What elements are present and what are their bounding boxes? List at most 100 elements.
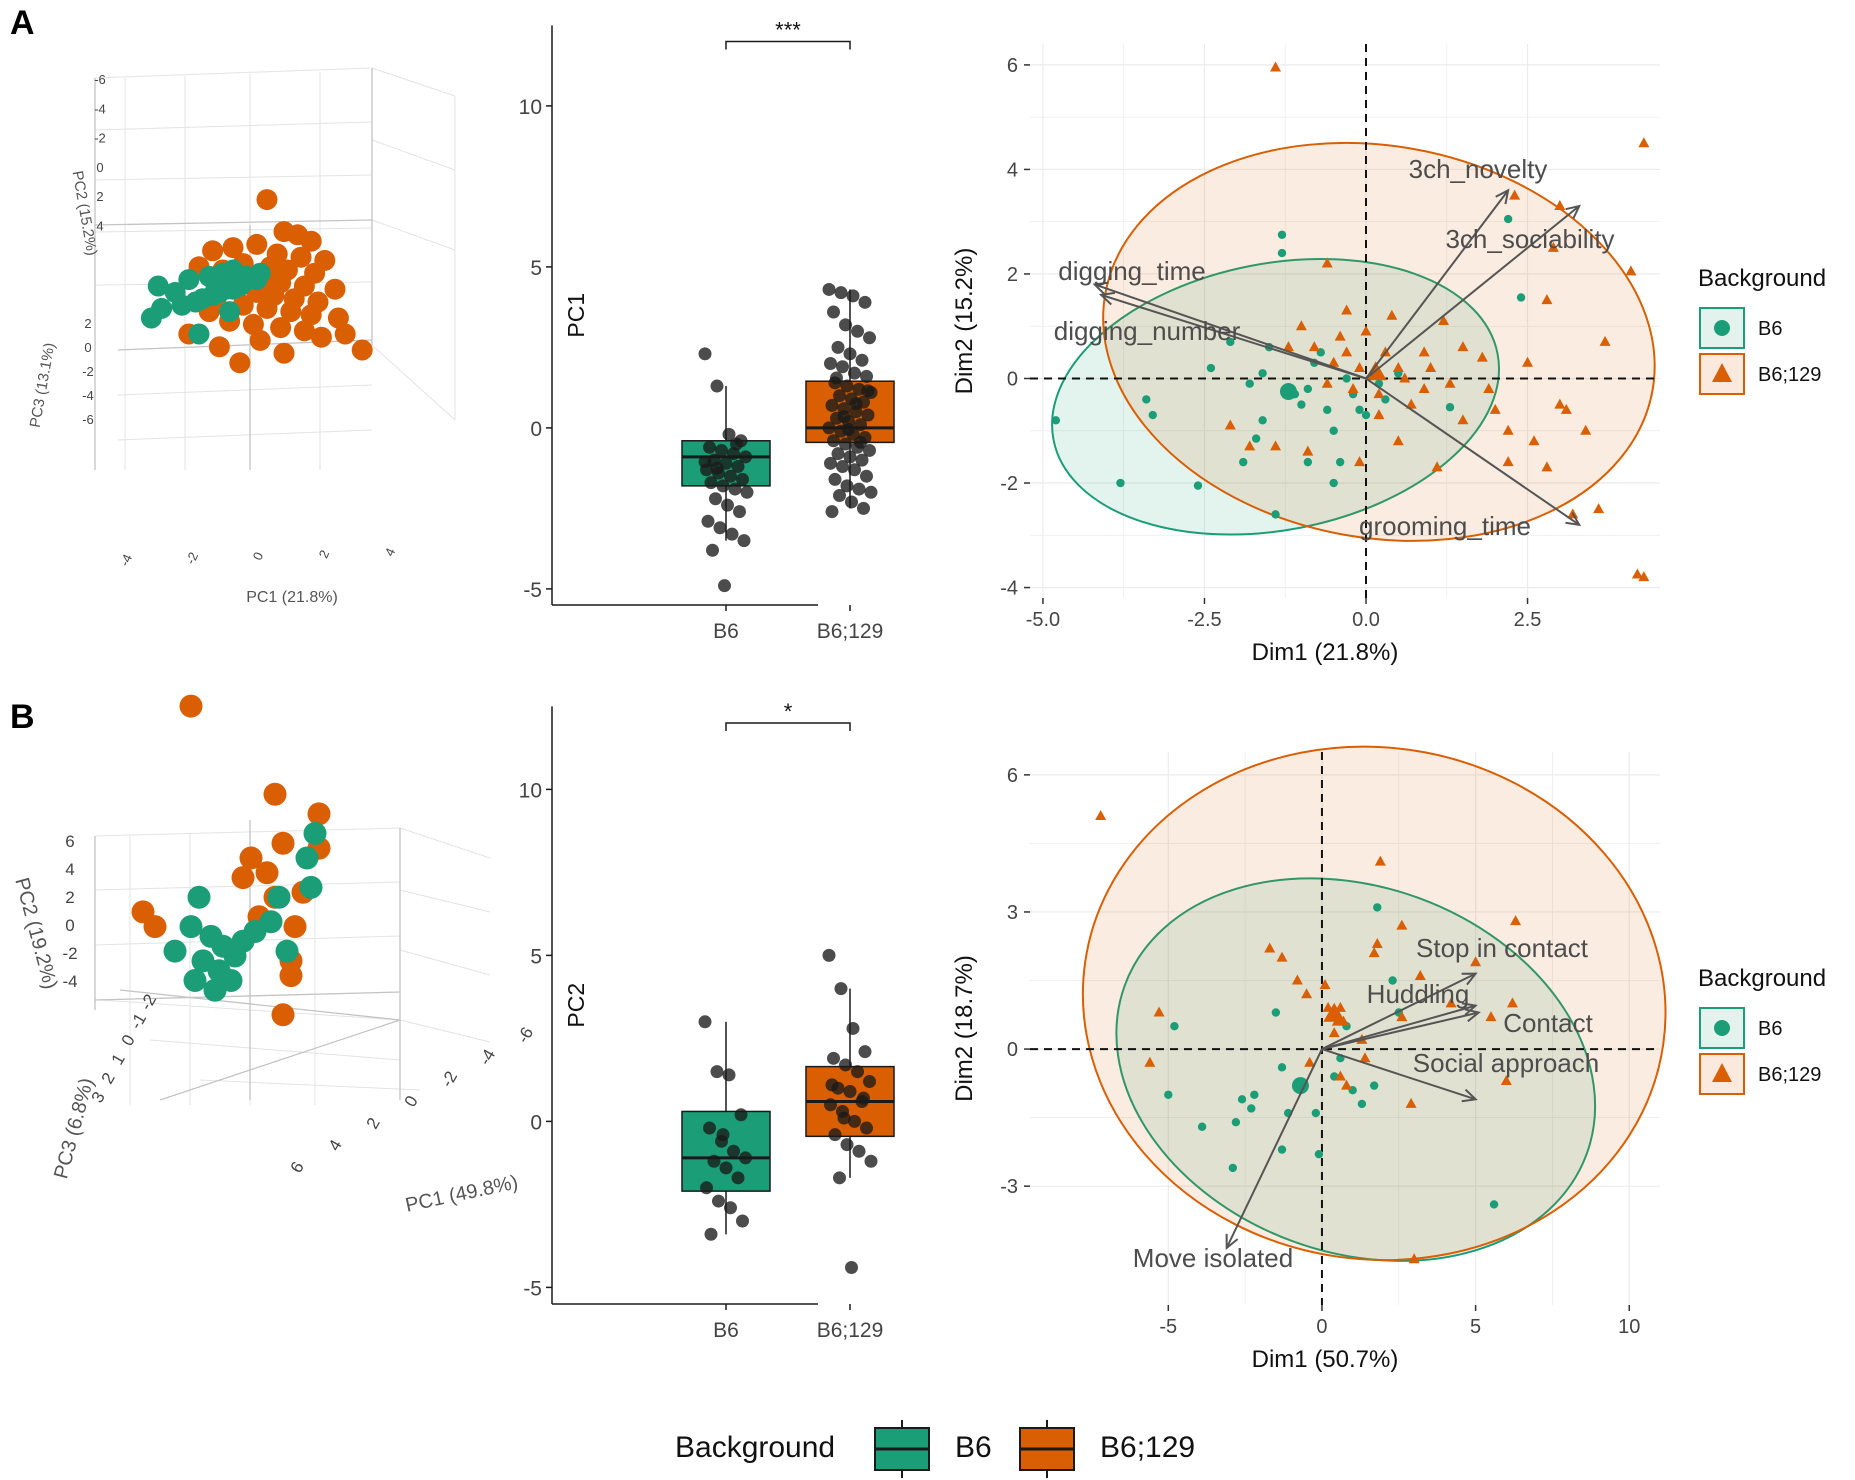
3d-z-tick-label: 2 <box>98 1069 119 1087</box>
biplot-point-b6129 <box>1321 377 1333 388</box>
biplot-point-b6129 <box>1302 445 1314 456</box>
box-point-b6 <box>724 469 737 483</box>
3d-grid-line <box>371 219 456 251</box>
3d-z-tick-label: -2 <box>82 364 94 379</box>
biplot-point-b6 <box>1226 337 1235 347</box>
box-point-b6 <box>710 1065 724 1079</box>
3d-z-tick-label: 0 <box>118 1031 139 1049</box>
box-point-b6 <box>721 498 734 512</box>
3d-point-b6 <box>188 323 210 345</box>
3d-x-tick-label: 0 <box>250 550 267 563</box>
biplot-point-b6129 <box>1396 1011 1408 1022</box>
biplot-point-b6 <box>1277 248 1287 258</box>
loading-arrowhead <box>1495 188 1510 205</box>
3d-point-b6-129 <box>229 352 251 374</box>
box-x-tick-label: B6 <box>713 1319 739 1342</box>
biplot-point-b6129 <box>1418 346 1430 357</box>
box-point-b6-129 <box>846 1021 860 1035</box>
bottom-legend-title: Background <box>675 1431 835 1464</box>
biplot-point-b6 <box>1277 1145 1287 1154</box>
3d-y-tick-label: 4 <box>65 860 74 879</box>
box-point-b6 <box>706 543 719 557</box>
biplot-point-b6129 <box>1476 351 1488 362</box>
box-point-b6-129 <box>851 1065 864 1079</box>
biplot-point-b6129 <box>1321 257 1333 268</box>
biplot-point-b6129 <box>1282 341 1294 352</box>
biplot-point-b6129 <box>1276 951 1288 962</box>
biplot-point-b6129 <box>1500 1075 1512 1086</box>
biplot-point-b6 <box>1239 457 1248 467</box>
biplot-point-b6129 <box>1470 956 1482 967</box>
loading-label-grooming-time: grooming_time <box>1359 511 1531 541</box>
biplot-point-b6129 <box>1368 947 1380 958</box>
box-b6 <box>681 1110 771 1192</box>
box-point-b6-129 <box>845 495 858 509</box>
biplot-y-tick-label: 2 <box>1007 264 1018 286</box>
box-point-b6 <box>719 1161 733 1175</box>
3d-axis-line <box>159 1019 401 1101</box>
biplot-point-b6129 <box>1291 974 1303 985</box>
biplot-legend-label-b6-129: B6;129 <box>1758 364 1821 386</box>
biplot-x-tick-label: 10 <box>1618 1316 1640 1338</box>
loading-arrow-move-isolated <box>1225 1048 1323 1249</box>
biplot-y-axis-title: Dim2 (18.7%) <box>951 955 978 1102</box>
loading-label-3ch-novelty: 3ch_novelty <box>1409 154 1548 184</box>
box-point-b6-129 <box>863 443 876 457</box>
biplot-x-axis-title: Dim1 (21.8%) <box>1252 639 1399 666</box>
box-point-b6-129 <box>840 379 854 393</box>
biplot-point-b6129 <box>1457 414 1469 425</box>
3d-z-tick-label: 0 <box>84 340 91 355</box>
3d-x-axis-title: PC1 (21.8%) <box>246 589 338 606</box>
3d-x-tick-label: -4 <box>117 552 135 569</box>
box-point-b6-129 <box>845 1260 858 1274</box>
box-point-b6-129 <box>851 324 864 338</box>
panel-label-a: A <box>10 4 35 42</box>
biplot-point-b6 <box>1489 1200 1499 1209</box>
box-point-b6 <box>712 1194 725 1208</box>
box-point-b6-129 <box>827 1051 840 1065</box>
box-point-b6 <box>730 437 743 451</box>
biplot-point-b6129 <box>1631 568 1643 579</box>
biplot-point-b6 <box>1258 416 1267 425</box>
3d-y-tick-label: 4 <box>96 219 103 234</box>
box-y-tick-label: 5 <box>530 257 542 280</box>
box-point-b6-129 <box>860 469 873 483</box>
biplot-point-b6 <box>1361 410 1371 420</box>
3d-x-axis-title: PC1 (49.8%) <box>403 1171 520 1216</box>
biplot-point-b6129 <box>1354 362 1366 373</box>
3d-z-tick-label: -6 <box>82 412 94 427</box>
biplot-point-b6129 <box>1334 1070 1346 1081</box>
box-point-b6 <box>698 455 712 469</box>
loading-arrow-social-approach <box>1321 1048 1476 1101</box>
loading-arrowhead <box>1461 972 1478 986</box>
biplot-point-b6129 <box>1392 435 1404 446</box>
bottom-legend-label-b6129: B6;129 <box>1100 1431 1195 1464</box>
biplot-point-b6129 <box>1506 997 1518 1008</box>
biplot-point-b6129 <box>1444 377 1456 388</box>
box-point-b6-129 <box>861 384 875 398</box>
box-point-b6-129 <box>824 456 837 470</box>
loading-arrowhead <box>1464 1008 1481 1023</box>
3d-point-b6-129 <box>179 694 203 718</box>
significance-label: *** <box>775 18 801 43</box>
biplot-x-tick-label: 2.5 <box>1514 609 1542 631</box>
biplot-x-tick-label: 0.0 <box>1352 609 1380 631</box>
3d-point-b6 <box>178 269 200 291</box>
box-y-tick-label: -5 <box>523 579 542 602</box>
biplot-point-b6129 <box>1374 855 1386 866</box>
box-point-b6-129 <box>861 408 875 422</box>
biplot-point-b6129 <box>1341 346 1353 357</box>
box-point-b6-129 <box>858 295 872 309</box>
biplot-grid <box>1030 44 1660 598</box>
biplot-point-b6 <box>1355 405 1364 415</box>
biplot-legend-title: Background <box>1698 265 1826 292</box>
biplot-point-b6 <box>1314 1149 1324 1159</box>
biplot-point-b6129 <box>1541 461 1553 472</box>
box-point-b6-129 <box>825 1078 839 1092</box>
box-point-b6-129 <box>822 421 836 435</box>
3d-z-tick-label: -4 <box>82 388 94 403</box>
3d-point-b6 <box>267 885 291 909</box>
biplot-point-b6129 <box>1295 320 1307 331</box>
biplot-point-b6 <box>1170 1022 1179 1031</box>
